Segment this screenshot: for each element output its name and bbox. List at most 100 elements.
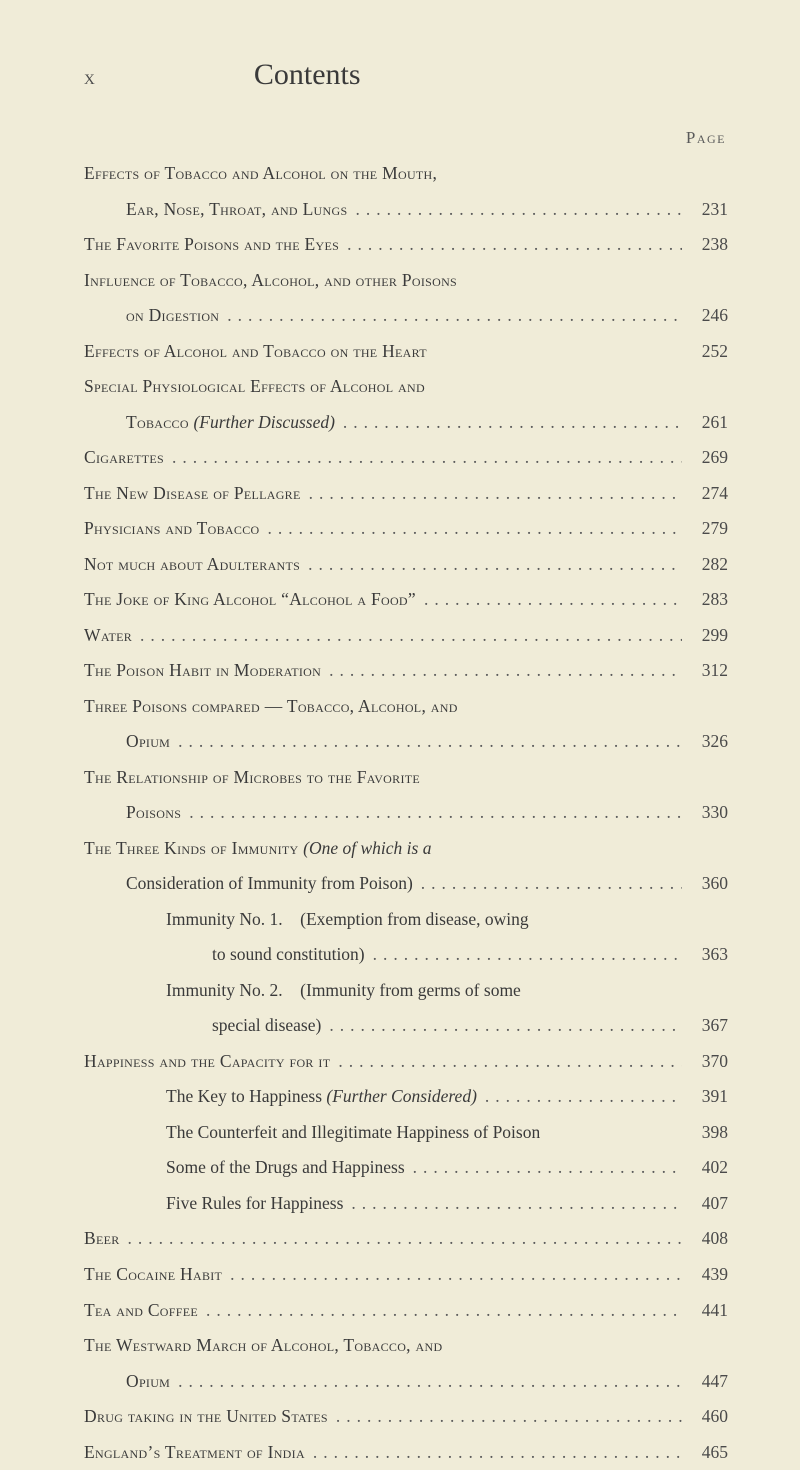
toc-entry: The Poison Habit in Moderation 312 — [84, 653, 728, 689]
toc-continuation-line: Immunity No. 2. (Immunity from germs of … — [84, 973, 728, 1009]
toc-page-number: 279 — [682, 511, 728, 547]
toc-entry: Not much about Adulterants 282 — [84, 547, 728, 583]
toc-continuation-line: The Relationship of Microbes to the Favo… — [84, 760, 728, 796]
toc-page-number: 402 — [682, 1150, 728, 1186]
toc-entry-text: Opium — [126, 724, 170, 760]
toc-continuation-line: Special Physiological Effects of Alcohol… — [84, 369, 728, 405]
toc-page-number: 408 — [682, 1221, 728, 1257]
toc-entry: Beer 408 — [84, 1221, 728, 1257]
toc-entry: The Cocaine Habit 439 — [84, 1257, 728, 1293]
toc-entry: Tea and Coffee 441 — [84, 1293, 728, 1329]
toc-page-number: 312 — [682, 653, 728, 689]
dot-leader — [300, 547, 682, 583]
toc-continuation-line: Immunity No. 1. (Exemption from disease,… — [84, 902, 728, 938]
toc-entry-text: Influence of Tobacco, Alcohol, and other… — [84, 263, 457, 299]
table-of-contents: Effects of Tobacco and Alcohol on the Mo… — [84, 156, 728, 1470]
toc-entry: special disease)367 — [84, 1008, 728, 1044]
toc-entry-text: The Poison Habit in Moderation — [84, 653, 321, 689]
toc-page-number: 261 — [682, 405, 728, 441]
toc-entry-text: Not much about Adulterants — [84, 547, 300, 583]
toc-entry-text: Physicians and Tobacco — [84, 511, 259, 547]
toc-entry: Water299 — [84, 618, 728, 654]
dot-leader — [198, 1293, 682, 1329]
contents-title: Contents — [254, 58, 728, 92]
dot-leader — [416, 582, 682, 618]
dot-leader — [170, 1364, 682, 1400]
toc-entry-text: Tea and Coffee — [84, 1293, 198, 1329]
header-row: x Contents — [84, 58, 728, 92]
toc-entry: Some of the Drugs and Happiness 402 — [84, 1150, 728, 1186]
toc-entry-text: Drug taking in the United States — [84, 1399, 328, 1435]
dot-leader — [132, 618, 682, 654]
toc-entry-text: Immunity No. 1. (Exemption from disease,… — [166, 902, 529, 938]
toc-entry: Effects of Alcohol and Tobacco on the He… — [84, 334, 728, 370]
toc-page-number: 238 — [682, 227, 728, 263]
toc-entry-text: on Digestion — [126, 298, 219, 334]
toc-continuation-line: Three Poisons compared — Tobacco, Alcoho… — [84, 689, 728, 725]
toc-entry-text: The Key to Happiness (Further Considered… — [166, 1079, 477, 1115]
dot-leader — [305, 1435, 682, 1470]
toc-entry: Happiness and the Capacity for it370 — [84, 1044, 728, 1080]
toc-entry: Poisons 330 — [84, 795, 728, 831]
toc-entry-text: The New Disease of Pellagre — [84, 476, 301, 512]
toc-entry-text: Opium — [126, 1364, 170, 1400]
dot-leader — [321, 653, 682, 689]
toc-entry: Five Rules for Happiness407 — [84, 1186, 728, 1222]
toc-page-number: 326 — [682, 724, 728, 760]
toc-entry-text: Water — [84, 618, 132, 654]
toc-entry: The Joke of King Alcohol “Alcohol a Food… — [84, 582, 728, 618]
toc-entry-text: Some of the Drugs and Happiness — [166, 1150, 405, 1186]
toc-entry: The Favorite Poisons and the Eyes 238 — [84, 227, 728, 263]
toc-page-number: 282 — [682, 547, 728, 583]
toc-entry-text: The Cocaine Habit — [84, 1257, 222, 1293]
dot-leader — [335, 405, 682, 441]
toc-entry: Cigarettes269 — [84, 440, 728, 476]
toc-page-number: 439 — [682, 1257, 728, 1293]
toc-page-number: 465 — [682, 1435, 728, 1470]
toc-entry-text: Cigarettes — [84, 440, 164, 476]
toc-page-number: 391 — [682, 1079, 728, 1115]
toc-page-number: 398 — [682, 1115, 728, 1151]
toc-page-number: 370 — [682, 1044, 728, 1080]
toc-entry-text: Poisons — [126, 795, 181, 831]
toc-entry: The Counterfeit and Illegitimate Happine… — [84, 1115, 728, 1151]
toc-entry-text: The Counterfeit and Illegitimate Happine… — [166, 1115, 540, 1151]
dot-leader — [181, 795, 682, 831]
toc-entry: Physicians and Tobacco 279 — [84, 511, 728, 547]
toc-entry-text: The Favorite Poisons and the Eyes — [84, 227, 339, 263]
dot-leader — [339, 227, 682, 263]
toc-entry: Opium 326 — [84, 724, 728, 760]
dot-leader — [321, 1008, 682, 1044]
toc-entry: Consideration of Immunity from Poison) 36… — [84, 866, 728, 902]
toc-continuation-line: Effects of Tobacco and Alcohol on the Mo… — [84, 156, 728, 192]
toc-page-number: 274 — [682, 476, 728, 512]
dot-leader — [405, 1150, 682, 1186]
toc-page-number: 360 — [682, 866, 728, 902]
toc-continuation-line: Influence of Tobacco, Alcohol, and other… — [84, 263, 728, 299]
toc-entry: on Digestion246 — [84, 298, 728, 334]
toc-entry-text: Special Physiological Effects of Alcohol… — [84, 369, 425, 405]
toc-entry-text: Effects of Tobacco and Alcohol on the Mo… — [84, 156, 437, 192]
toc-entry-text: England’s Treatment of India — [84, 1435, 305, 1470]
toc-entry: The Key to Happiness (Further Considered… — [84, 1079, 728, 1115]
dot-leader — [164, 440, 682, 476]
toc-page-number: 252 — [682, 334, 728, 370]
toc-entry-text: Five Rules for Happiness — [166, 1186, 343, 1222]
toc-continuation-line: The Three Kinds of Immunity (One of whic… — [84, 831, 728, 867]
dot-leader — [170, 724, 682, 760]
dot-leader — [222, 1257, 682, 1293]
toc-entry-text: The Relationship of Microbes to the Favo… — [84, 760, 420, 796]
page-column-label: Page — [84, 128, 728, 148]
toc-entry-text: Consideration of Immunity from Poison) — [126, 866, 413, 902]
toc-entry: Drug taking in the United States460 — [84, 1399, 728, 1435]
dot-leader — [477, 1079, 682, 1115]
toc-page-number: 231 — [682, 192, 728, 228]
dot-leader — [413, 866, 682, 902]
toc-page-number: 441 — [682, 1293, 728, 1329]
toc-page-number: 367 — [682, 1008, 728, 1044]
toc-page-number: 330 — [682, 795, 728, 831]
toc-entry: Ear, Nose, Throat, and Lungs231 — [84, 192, 728, 228]
dot-leader — [301, 476, 682, 512]
toc-entry-text: Effects of Alcohol and Tobacco on the He… — [84, 334, 427, 370]
toc-entry-text: Beer — [84, 1221, 120, 1257]
